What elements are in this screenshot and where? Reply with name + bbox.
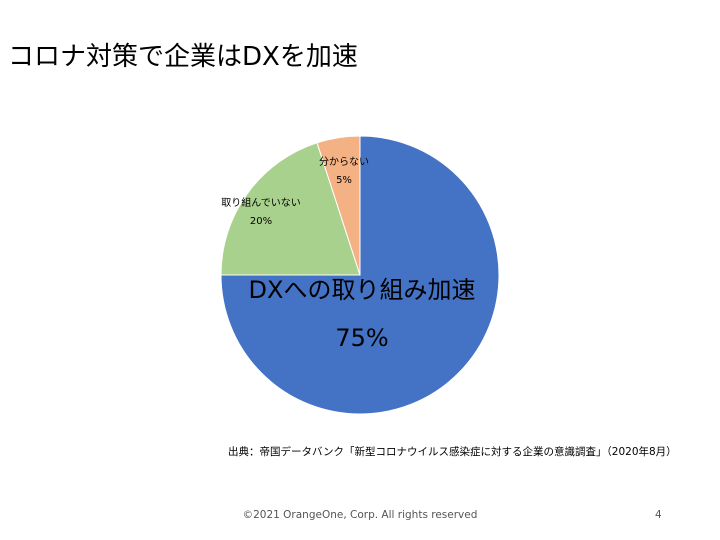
slice-label: 取り組んでいない xyxy=(221,196,301,209)
slice-value-label: 75% xyxy=(335,324,388,352)
source-note: 出典：帝国データバンク「新型コロナウイルス感染症に対する企業の意識調査」（202… xyxy=(228,446,677,458)
page-number: 4 xyxy=(655,509,662,521)
slice-label: 分からない xyxy=(319,156,369,168)
slice-value-label: 5% xyxy=(336,175,352,186)
pie-slice xyxy=(316,135,361,276)
copyright-footer: ©2021 OrangeOne, Corp. All rights reserv… xyxy=(242,509,478,521)
pie-slice xyxy=(220,135,500,415)
pie-slice xyxy=(220,142,361,276)
slice-label: DXへの取り組み加速 xyxy=(249,276,476,304)
slide-title: コロナ対策で企業はDXを加速 xyxy=(8,42,358,72)
slice-value-label: 20% xyxy=(250,216,272,227)
